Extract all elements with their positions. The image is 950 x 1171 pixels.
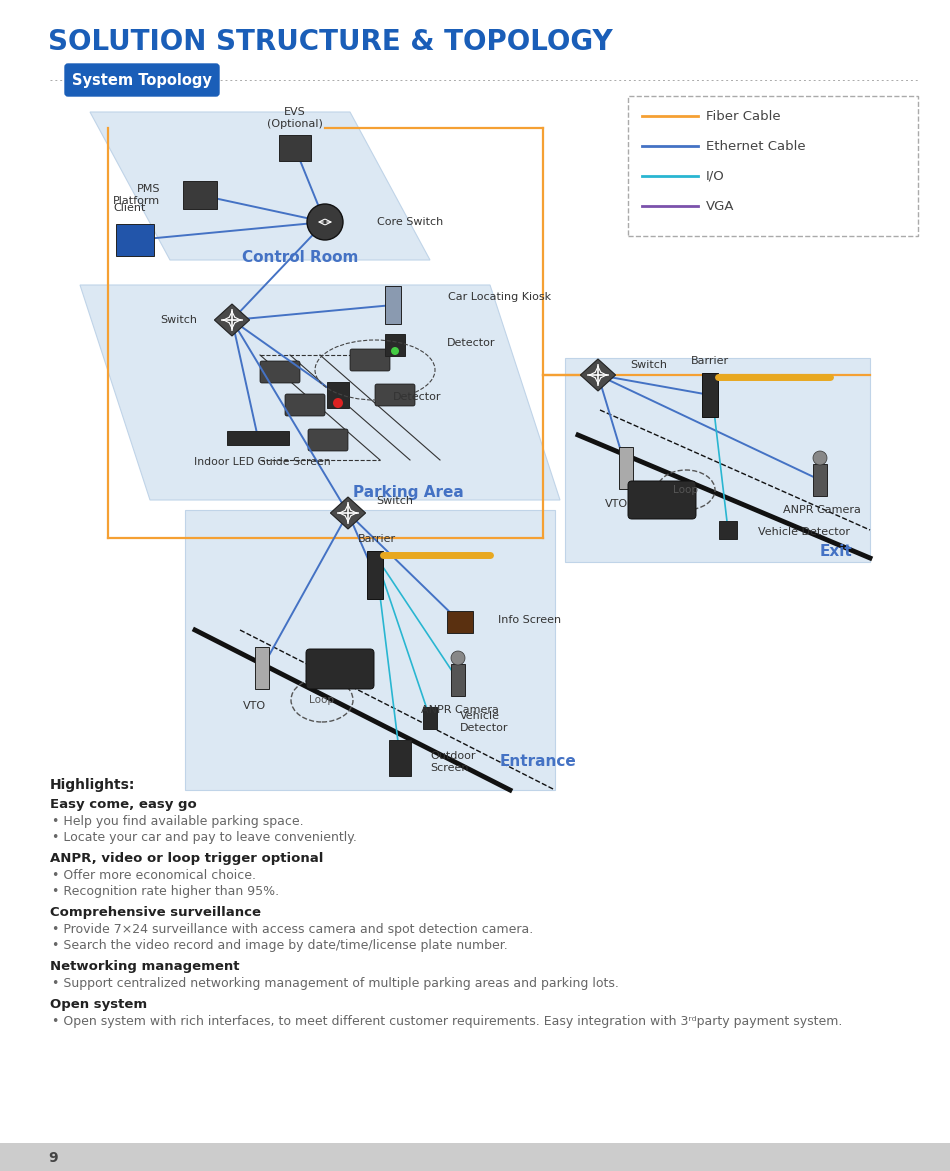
Text: VTO: VTO bbox=[604, 499, 628, 509]
Text: Switch: Switch bbox=[630, 359, 667, 370]
Text: • Recognition rate higher than 95%.: • Recognition rate higher than 95%. bbox=[52, 885, 279, 898]
Text: Open system: Open system bbox=[50, 998, 147, 1011]
FancyBboxPatch shape bbox=[285, 393, 325, 416]
FancyBboxPatch shape bbox=[327, 382, 349, 408]
Text: Loop: Loop bbox=[674, 485, 698, 495]
FancyBboxPatch shape bbox=[813, 464, 827, 497]
Text: ANPR, video or loop trigger optional: ANPR, video or loop trigger optional bbox=[50, 852, 323, 865]
FancyBboxPatch shape bbox=[0, 1143, 950, 1171]
Text: Parking Area: Parking Area bbox=[352, 485, 464, 500]
Text: Detector: Detector bbox=[393, 392, 442, 402]
Text: • Offer more economical choice.: • Offer more economical choice. bbox=[52, 869, 256, 882]
Text: ANPR Camera: ANPR Camera bbox=[783, 505, 861, 515]
FancyBboxPatch shape bbox=[65, 64, 219, 96]
FancyBboxPatch shape bbox=[308, 429, 348, 451]
Text: Exit: Exit bbox=[820, 545, 853, 560]
FancyBboxPatch shape bbox=[306, 649, 374, 689]
Text: Vehicle Detector: Vehicle Detector bbox=[758, 527, 850, 537]
Text: Loop: Loop bbox=[310, 696, 334, 705]
FancyBboxPatch shape bbox=[628, 481, 696, 519]
Text: Info Screen: Info Screen bbox=[498, 615, 561, 625]
Text: Highlights:: Highlights: bbox=[50, 778, 135, 792]
Circle shape bbox=[307, 204, 343, 240]
FancyBboxPatch shape bbox=[423, 707, 437, 730]
Text: Comprehensive surveillance: Comprehensive surveillance bbox=[50, 906, 261, 919]
FancyBboxPatch shape bbox=[389, 740, 411, 776]
Text: Switch: Switch bbox=[160, 315, 197, 326]
Text: VTO: VTO bbox=[242, 701, 266, 711]
Polygon shape bbox=[331, 497, 366, 529]
FancyBboxPatch shape bbox=[350, 349, 390, 371]
Text: Entrance: Entrance bbox=[500, 754, 577, 769]
Text: I/O: I/O bbox=[706, 170, 725, 183]
Polygon shape bbox=[565, 358, 870, 562]
Text: • Help you find available parking space.: • Help you find available parking space. bbox=[52, 815, 304, 828]
Polygon shape bbox=[80, 285, 560, 500]
Text: Ethernet Cable: Ethernet Cable bbox=[706, 139, 806, 152]
Text: PMS
Platform: PMS Platform bbox=[113, 184, 160, 206]
FancyBboxPatch shape bbox=[116, 224, 154, 256]
FancyBboxPatch shape bbox=[628, 96, 918, 237]
FancyBboxPatch shape bbox=[385, 286, 401, 324]
Text: Car Locating Kiosk: Car Locating Kiosk bbox=[448, 292, 551, 302]
FancyBboxPatch shape bbox=[183, 182, 217, 208]
Text: ANPR Camera: ANPR Camera bbox=[421, 705, 499, 715]
Polygon shape bbox=[185, 511, 555, 790]
Text: • Provide 7×24 surveillance with access camera and spot detection camera.: • Provide 7×24 surveillance with access … bbox=[52, 923, 533, 936]
Text: Switch: Switch bbox=[376, 497, 413, 506]
FancyBboxPatch shape bbox=[447, 611, 473, 634]
Text: SOLUTION STRUCTURE & TOPOLOGY: SOLUTION STRUCTURE & TOPOLOGY bbox=[48, 28, 613, 56]
FancyBboxPatch shape bbox=[719, 521, 737, 539]
FancyBboxPatch shape bbox=[367, 552, 383, 600]
Text: Barrier: Barrier bbox=[358, 534, 396, 545]
Circle shape bbox=[451, 651, 465, 665]
Circle shape bbox=[813, 451, 827, 465]
Text: Barrier: Barrier bbox=[691, 356, 729, 367]
Text: VGA: VGA bbox=[706, 199, 734, 212]
Text: Outdoor
Screen: Outdoor Screen bbox=[430, 752, 476, 773]
Text: • Open system with rich interfaces, to meet different customer requirements. Eas: • Open system with rich interfaces, to m… bbox=[52, 1015, 843, 1028]
Text: Client: Client bbox=[114, 203, 146, 213]
Polygon shape bbox=[215, 304, 250, 336]
FancyBboxPatch shape bbox=[451, 664, 465, 696]
FancyBboxPatch shape bbox=[702, 374, 718, 417]
Text: Fiber Cable: Fiber Cable bbox=[706, 110, 781, 123]
Text: Detector: Detector bbox=[447, 338, 496, 348]
Text: • Search the video record and image by date/time/license plate number.: • Search the video record and image by d… bbox=[52, 939, 507, 952]
Text: Networking management: Networking management bbox=[50, 960, 239, 973]
Text: Control Room: Control Room bbox=[242, 251, 358, 266]
Text: Easy come, easy go: Easy come, easy go bbox=[50, 797, 197, 812]
FancyBboxPatch shape bbox=[619, 447, 633, 489]
FancyBboxPatch shape bbox=[260, 361, 300, 383]
Text: Core Switch: Core Switch bbox=[377, 217, 444, 227]
Polygon shape bbox=[580, 359, 616, 391]
FancyBboxPatch shape bbox=[375, 384, 415, 406]
FancyBboxPatch shape bbox=[227, 431, 289, 445]
Text: • Support centralized networking management of multiple parking areas and parkin: • Support centralized networking managem… bbox=[52, 977, 618, 989]
Text: System Topology: System Topology bbox=[72, 73, 212, 88]
Text: Vehicle
Detector: Vehicle Detector bbox=[460, 711, 508, 733]
Text: EVS
(Optional): EVS (Optional) bbox=[267, 108, 323, 129]
Text: Indoor LED Guide Screen: Indoor LED Guide Screen bbox=[194, 457, 331, 467]
Circle shape bbox=[333, 398, 343, 408]
FancyBboxPatch shape bbox=[255, 648, 269, 689]
FancyBboxPatch shape bbox=[279, 135, 311, 160]
Text: • Locate your car and pay to leave conveniently.: • Locate your car and pay to leave conve… bbox=[52, 831, 357, 844]
FancyBboxPatch shape bbox=[385, 334, 405, 356]
Text: 9: 9 bbox=[48, 1151, 58, 1165]
Circle shape bbox=[391, 347, 399, 355]
Polygon shape bbox=[90, 112, 430, 260]
